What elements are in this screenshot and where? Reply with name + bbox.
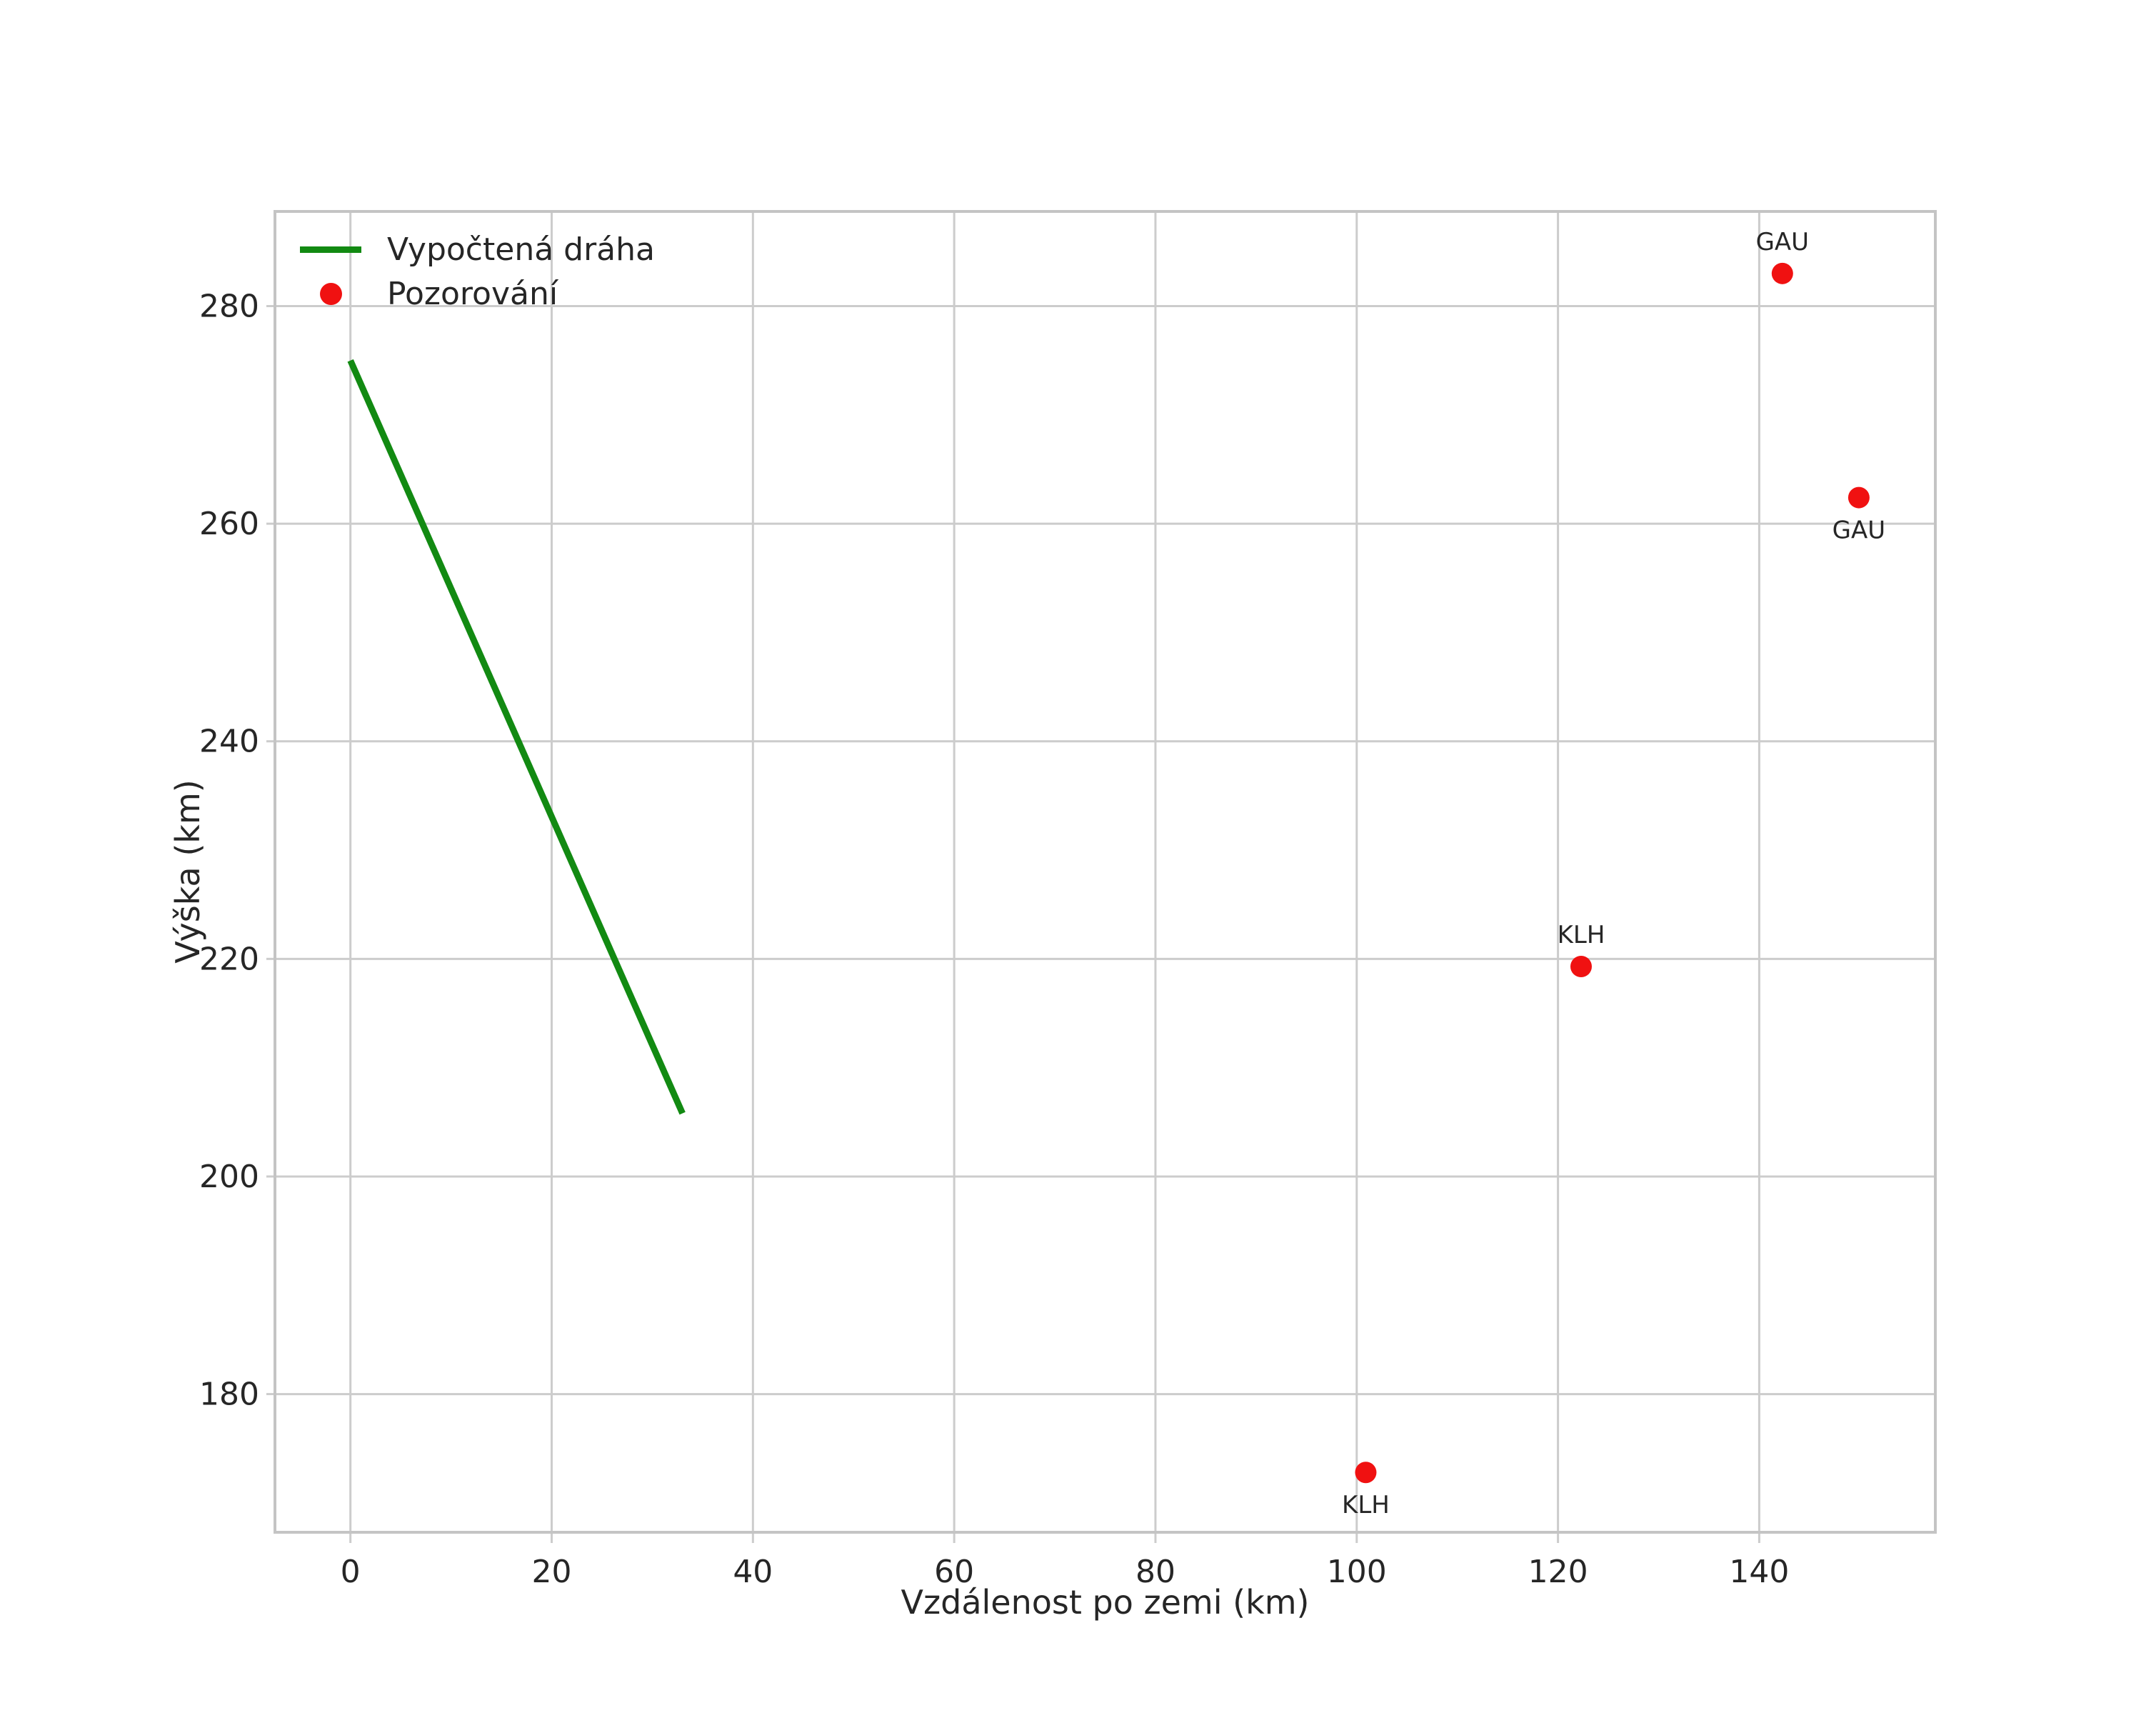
observation-point-label: KLH	[1558, 921, 1605, 949]
x-tick-label: 140	[1729, 1554, 1789, 1590]
observation-point-label: GAU	[1832, 516, 1886, 545]
plot-spines	[274, 210, 1937, 1534]
x-tick-label: 60	[934, 1554, 974, 1590]
x-tick-label: 0	[341, 1554, 361, 1590]
y-tick-label: 280	[199, 289, 259, 325]
observation-marker-swatch	[319, 282, 342, 305]
y-tick-label: 220	[199, 941, 259, 977]
x-tick-label: 20	[532, 1554, 572, 1590]
observation-point-label: GAU	[1756, 228, 1810, 256]
y-tick-label: 240	[199, 724, 259, 760]
observation-point	[1355, 1462, 1377, 1484]
observation-point	[1847, 486, 1870, 509]
y-tick-label: 180	[199, 1377, 259, 1413]
trajectory-line-swatch	[300, 246, 361, 253]
legend-swatch-cell	[299, 282, 362, 305]
y-tick-label: 260	[199, 506, 259, 542]
x-axis-title: Vzdálenost po zemi (km)	[901, 1583, 1310, 1622]
legend-swatch-cell	[299, 246, 362, 253]
y-axis-title-text: Výška (km)	[169, 779, 207, 964]
observation-point	[1570, 956, 1592, 978]
x-tick-label: 80	[1135, 1554, 1175, 1590]
legend-item-observations: Pozorování	[299, 271, 655, 316]
x-tick-label: 120	[1528, 1554, 1588, 1590]
legend-label-trajectory: Vypočtená dráha	[387, 231, 655, 268]
x-tick-label: 40	[733, 1554, 773, 1590]
trajectory-line	[347, 359, 686, 1115]
legend-item-trajectory: Vypočtená dráha	[299, 227, 655, 271]
x-tick-label: 100	[1327, 1554, 1387, 1590]
y-tick-label: 200	[199, 1159, 259, 1195]
legend-label-observations: Pozorování	[387, 275, 558, 312]
legend: Vypočtená dráha Pozorování	[299, 227, 655, 316]
observation-point-label: KLH	[1342, 1491, 1390, 1519]
observation-point	[1771, 262, 1793, 284]
